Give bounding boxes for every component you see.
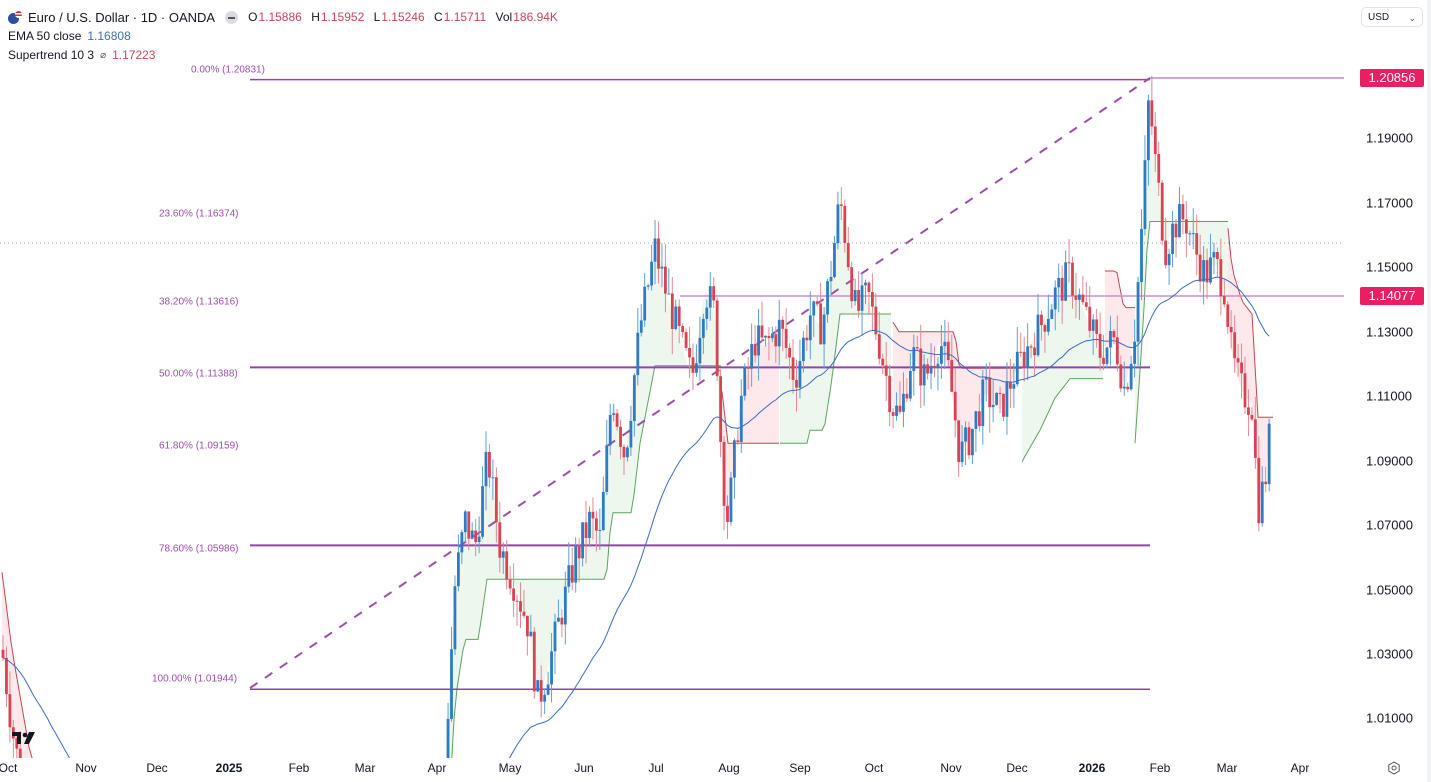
- fib-label-100: 100.00% (1.01944): [152, 673, 238, 685]
- fib-label-23-6: 23.60% (1.16374): [159, 208, 239, 220]
- minus-icon: [228, 16, 236, 19]
- ema-50-line: [2, 276, 1270, 758]
- time-label: Sep: [789, 761, 811, 775]
- currency-value: USD: [1368, 12, 1390, 23]
- chart-legend: Euro / U.S. Dollar · 1D · OANDA O1.15886…: [8, 8, 558, 65]
- fib-label-61-8: 61.80% (1.09159): [159, 440, 239, 452]
- price-tag-1-20856: 1.20856: [1360, 69, 1424, 87]
- time-label: 2025: [215, 761, 243, 775]
- open-label: O: [248, 10, 258, 24]
- time-label: Dec: [1006, 761, 1028, 775]
- time-label: Jul: [648, 761, 664, 775]
- ema-indicator-row[interactable]: EMA 50 close 1.16808: [8, 27, 558, 46]
- symbol-title[interactable]: Euro / U.S. Dollar · 1D · OANDA: [28, 10, 216, 25]
- fib-label-50: 50.00% (1.11388): [159, 368, 238, 380]
- close-label: C: [434, 10, 443, 24]
- price-tick: 1.09000: [1366, 453, 1413, 469]
- price-axis[interactable]: 1.19000 1.17000 1.15000 1.13000 1.11000 …: [1344, 0, 1431, 782]
- price-tick: 1.11000: [1366, 388, 1413, 404]
- supertrend-indicator-value: 1.17223: [112, 48, 156, 62]
- supertrend-lines: [1, 221, 1273, 758]
- ohlc-values: O1.15886 H1.15952 L1.15246 C1.15711 Vol1…: [248, 8, 558, 27]
- time-label: Apr: [1290, 761, 1310, 775]
- settings-gear-icon[interactable]: [1387, 761, 1401, 775]
- supertrend-hidden-icon: ⌀: [100, 50, 107, 61]
- candlesticks: [1, 75, 1271, 758]
- time-label: Aug: [718, 761, 740, 775]
- ema-indicator-name: EMA 50 close: [8, 29, 82, 43]
- time-label: Nov: [75, 761, 97, 775]
- low-value: 1.15246: [381, 10, 425, 24]
- price-tick: 1.07000: [1366, 517, 1413, 533]
- time-label: Apr: [427, 761, 447, 775]
- time-label: Oct: [864, 761, 884, 775]
- price-tick: 1.17000: [1366, 195, 1413, 211]
- time-label: 2026: [1078, 761, 1106, 775]
- volume-label: Vol: [495, 10, 513, 24]
- time-label: Mar: [1216, 761, 1238, 775]
- time-label: Feb: [288, 761, 310, 775]
- time-label: Jun: [574, 761, 594, 775]
- high-label: H: [311, 10, 320, 24]
- price-chart[interactable]: [0, 0, 1344, 758]
- supertrend-indicator-row[interactable]: Supertrend 10 3 ⌀ 1.17223: [8, 46, 558, 65]
- time-label: Feb: [1149, 761, 1171, 775]
- time-label: May: [498, 761, 522, 775]
- time-label: Mar: [354, 761, 376, 775]
- open-value: 1.15886: [258, 10, 302, 24]
- high-value: 1.15952: [320, 10, 365, 24]
- price-tick: 1.05000: [1366, 582, 1413, 598]
- fib-label-0: 0.00% (1.20831): [191, 64, 265, 76]
- supertrend-indicator-name: Supertrend 10 3: [8, 48, 95, 62]
- fib-label-78-6: 78.60% (1.05986): [159, 543, 239, 555]
- low-label: L: [373, 10, 381, 24]
- volume-value: 186.94K: [513, 10, 558, 24]
- price-tag-1-14077: 1.14077: [1360, 287, 1424, 305]
- close-value: 1.15711: [443, 10, 487, 24]
- ema-indicator-value: 1.16808: [87, 29, 131, 43]
- hide-indicator-button[interactable]: [225, 11, 239, 24]
- symbol-row: Euro / U.S. Dollar · 1D · OANDA O1.15886…: [8, 8, 558, 27]
- currency-select[interactable]: USD ⌄: [1361, 7, 1423, 27]
- price-tick: 1.01000: [1366, 710, 1413, 726]
- fib-label-38-2: 38.20% (1.13616): [159, 296, 239, 308]
- eur-usd-flag-icon: [8, 10, 22, 25]
- price-tick: 1.19000: [1366, 130, 1413, 146]
- time-axis[interactable]: Oct Nov Dec 2025 Feb Mar Apr May Jun Jul…: [0, 758, 1344, 782]
- right-edge-scrollbar[interactable]: [1427, 0, 1431, 782]
- time-label: Dec: [146, 761, 168, 775]
- price-tick: 1.03000: [1366, 646, 1413, 662]
- price-tick: 1.13000: [1366, 324, 1413, 340]
- price-tick: 1.15000: [1366, 259, 1413, 275]
- supertrend-fill: [2, 105, 1273, 758]
- time-label: Nov: [940, 761, 962, 775]
- fibonacci-trend-line[interactable]: [249, 77, 1151, 689]
- tradingview-logo-icon[interactable]: [12, 730, 38, 746]
- chevron-down-icon: ⌄: [1408, 13, 1416, 23]
- time-label: Oct: [0, 761, 18, 775]
- fibonacci-levels: [250, 78, 1150, 691]
